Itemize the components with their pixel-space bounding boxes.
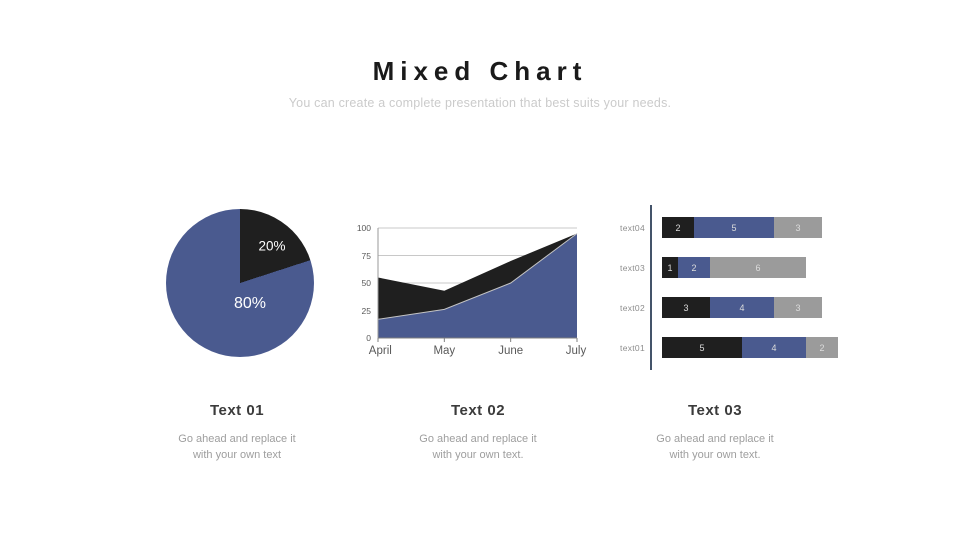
area-plot	[377, 227, 578, 342]
x-tick-label: April	[368, 345, 392, 357]
text-column-1: Text 01 Go ahead and replace it with you…	[117, 402, 357, 463]
bar-row: text02 3 4 3	[585, 297, 838, 318]
y-tick-label: 25	[361, 305, 371, 316]
bar-chart-axis-line	[650, 205, 652, 370]
blue-area-edge	[377, 233, 578, 320]
y-tick-label: 50	[361, 278, 371, 288]
blue-area	[378, 233, 577, 338]
bar-chart: text04 2 5 3 text03 1 2 6 text02 3 4 3 text01 5 4 2	[585, 217, 838, 377]
slide-title: Mixed Chart	[372, 56, 588, 86]
bar-row: text03 1 2 6	[585, 257, 838, 278]
black-segment: 3	[662, 297, 710, 318]
bar-category-label: text03	[620, 262, 645, 273]
caption-line-2: with your own text.	[432, 449, 524, 461]
caption-line-1: Go ahead and replace it	[419, 433, 537, 445]
text-column-2: Text 02 Go ahead and replace it with you…	[358, 402, 598, 463]
x-tick-label: June	[498, 345, 524, 357]
text-column-3: Text 03 Go ahead and replace it with you…	[595, 402, 835, 463]
bar-category-label: text01	[620, 342, 645, 353]
caption-line-1: Go ahead and replace it	[656, 433, 774, 445]
pie-slice-label-80: 80%	[233, 295, 267, 312]
column-caption: Go ahead and replace it with your own te…	[595, 431, 835, 463]
black-segment: 1	[662, 257, 678, 278]
blue-segment: 4	[710, 297, 774, 318]
pie-slice-label-20: 20%	[258, 238, 286, 254]
column-caption: Go ahead and replace it with your own te…	[358, 431, 598, 463]
area-y-axis-labels: 0 25 50 75 100	[336, 223, 374, 343]
bar-category-label: text02	[620, 302, 645, 313]
blue-segment: 5	[694, 217, 774, 238]
black-segment: 5	[662, 337, 742, 358]
y-tick-label: 100	[356, 223, 371, 233]
slide-subtitle: You can create a complete presentation t…	[288, 96, 672, 110]
blue-segment: 2	[678, 257, 710, 278]
bar-row: text01 5 4 2	[585, 337, 838, 358]
y-tick-label: 75	[361, 250, 371, 261]
bar-row: text04 2 5 3	[585, 217, 838, 238]
caption-line-1: Go ahead and replace it	[178, 433, 296, 445]
caption-line-2: with your own text	[192, 449, 282, 461]
gray-segment: 2	[806, 337, 838, 358]
bar-category-label: text04	[620, 222, 645, 233]
column-heading: Text 01	[209, 402, 265, 419]
pie-chart: 20% 80%	[166, 209, 314, 357]
column-heading: Text 02	[450, 402, 506, 419]
gray-segment: 6	[710, 257, 806, 278]
area-chart	[377, 227, 578, 342]
gray-segment: 3	[774, 217, 822, 238]
y-tick-label: 0	[366, 333, 371, 343]
column-caption: Go ahead and replace it with your own te…	[117, 431, 357, 463]
caption-line-2: with your own text.	[669, 449, 761, 461]
x-tick-label: May	[433, 345, 456, 357]
blue-segment: 4	[742, 337, 806, 358]
area-x-axis-labels: April May June July	[369, 345, 586, 359]
black-segment: 2	[662, 217, 694, 238]
column-heading: Text 03	[687, 402, 743, 419]
x-tick-label: July	[565, 345, 587, 357]
gray-segment: 3	[774, 297, 822, 318]
